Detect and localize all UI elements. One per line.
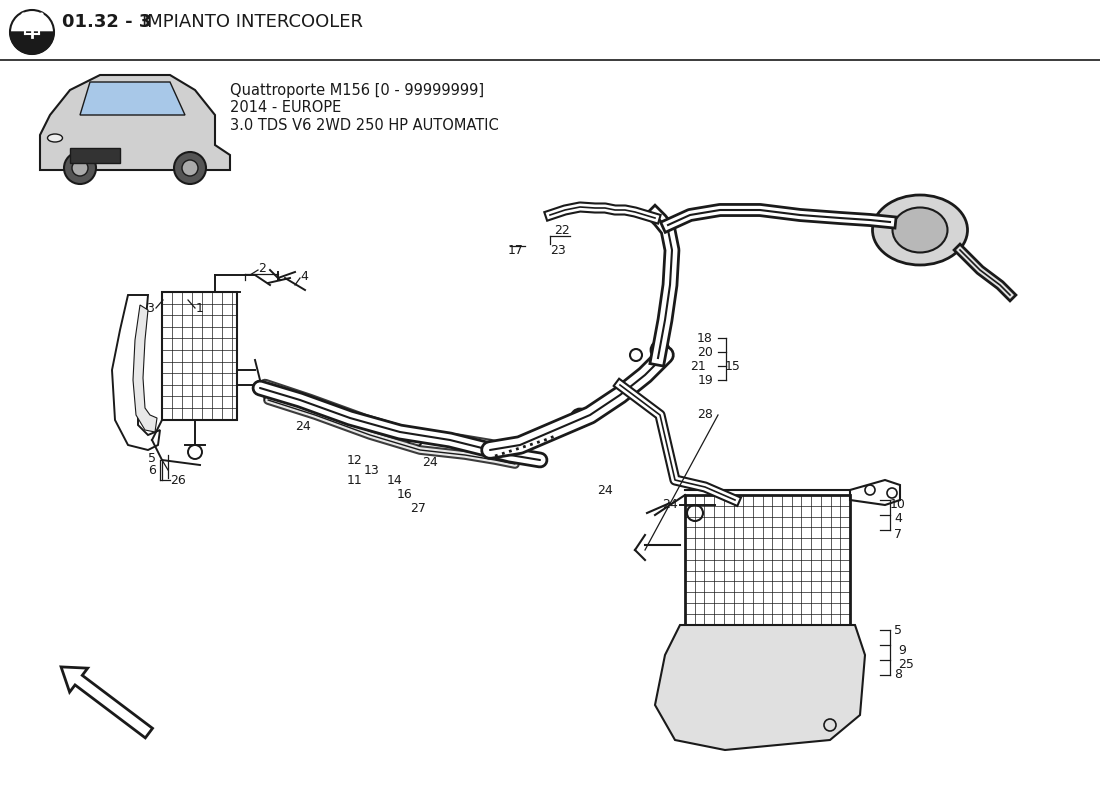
Text: 4: 4	[894, 513, 902, 526]
Text: 22: 22	[554, 223, 570, 237]
Text: Quattroporte M156 [0 - 99999999]: Quattroporte M156 [0 - 99999999]	[230, 82, 484, 98]
Text: 2: 2	[258, 262, 266, 274]
Text: 1: 1	[196, 302, 204, 314]
Text: 3: 3	[146, 302, 154, 314]
Bar	[70, 148, 120, 163]
Text: 24: 24	[597, 483, 613, 497]
Circle shape	[174, 152, 206, 184]
Ellipse shape	[872, 195, 968, 265]
Text: 16: 16	[397, 489, 412, 502]
Text: 8: 8	[894, 669, 902, 682]
Polygon shape	[10, 32, 54, 54]
Ellipse shape	[892, 207, 947, 253]
Circle shape	[182, 160, 198, 176]
Text: 13: 13	[364, 463, 380, 477]
Text: 6: 6	[148, 463, 156, 477]
Text: 25: 25	[898, 658, 914, 670]
FancyArrow shape	[62, 667, 153, 738]
Text: 4: 4	[300, 270, 308, 282]
Polygon shape	[40, 75, 230, 170]
Circle shape	[630, 349, 642, 361]
Text: 15: 15	[725, 359, 741, 373]
Text: 23: 23	[550, 243, 565, 257]
Text: 20: 20	[697, 346, 713, 358]
Text: 21: 21	[691, 359, 706, 373]
Text: 18: 18	[697, 331, 713, 345]
Text: 26: 26	[170, 474, 186, 486]
Text: 5: 5	[148, 451, 156, 465]
Text: IMPIANTO INTERCOOLER: IMPIANTO INTERCOOLER	[142, 13, 363, 31]
Text: 24: 24	[422, 455, 438, 469]
Text: 10: 10	[890, 498, 906, 511]
Text: 17: 17	[508, 243, 524, 257]
Circle shape	[64, 152, 96, 184]
Circle shape	[72, 160, 88, 176]
Text: 14: 14	[387, 474, 403, 486]
Text: 12: 12	[348, 454, 363, 466]
Text: 28: 28	[697, 409, 713, 422]
Text: 2014 - EUROPE: 2014 - EUROPE	[230, 101, 341, 115]
Text: 5: 5	[894, 623, 902, 637]
Text: 24: 24	[662, 498, 678, 511]
Text: 9: 9	[898, 643, 906, 657]
Text: 19: 19	[697, 374, 713, 386]
Bar	[162, 292, 236, 420]
Text: 27: 27	[410, 502, 426, 514]
Text: 01.32 - 3: 01.32 - 3	[62, 13, 157, 31]
Text: 24: 24	[295, 421, 311, 434]
Polygon shape	[80, 82, 185, 115]
Text: 7: 7	[894, 527, 902, 541]
Polygon shape	[654, 625, 865, 750]
Polygon shape	[133, 305, 157, 432]
Ellipse shape	[47, 134, 63, 142]
Bar	[685, 495, 850, 625]
Text: 3.0 TDS V6 2WD 250 HP AUTOMATIC: 3.0 TDS V6 2WD 250 HP AUTOMATIC	[230, 118, 498, 134]
Text: 11: 11	[348, 474, 363, 486]
